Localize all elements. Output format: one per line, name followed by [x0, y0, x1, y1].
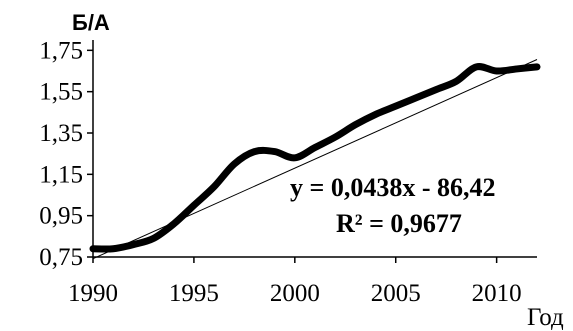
- plot-area: 0,75 0,95 1,15 1,35 1,55 1,75 1990 1995 2000 200…: [39, 37, 541, 307]
- y-axis-label: Б/А: [72, 10, 110, 35]
- r-squared: R² = 0,9677: [336, 209, 462, 238]
- x-ticks: 1990 1995 2000 2005 2010: [68, 257, 522, 307]
- y-ticks: 0,75 0,95 1,15 1,35 1,55 1,75: [39, 37, 93, 271]
- x-tick-label: 2005: [371, 280, 421, 307]
- trend-equation: y = 0,0438x - 86,42: [290, 173, 495, 202]
- y-tick-label: 0,95: [39, 203, 83, 230]
- y-tick-label: 1,75: [39, 37, 83, 64]
- y-tick-label: 1,35: [39, 120, 83, 147]
- trendline: [92, 59, 538, 260]
- y-tick-label: 1,15: [39, 161, 83, 188]
- x-tick-label: 1990: [68, 280, 118, 307]
- x-tick-label: 2010: [472, 280, 522, 307]
- x-tick-label: 1995: [169, 280, 219, 307]
- y-tick-label: 1,55: [39, 79, 83, 106]
- series-line: [89, 63, 541, 253]
- y-tick-label: 0,75: [39, 244, 83, 271]
- x-tick-label: 2000: [270, 280, 320, 307]
- x-axis-label: Год: [527, 304, 564, 331]
